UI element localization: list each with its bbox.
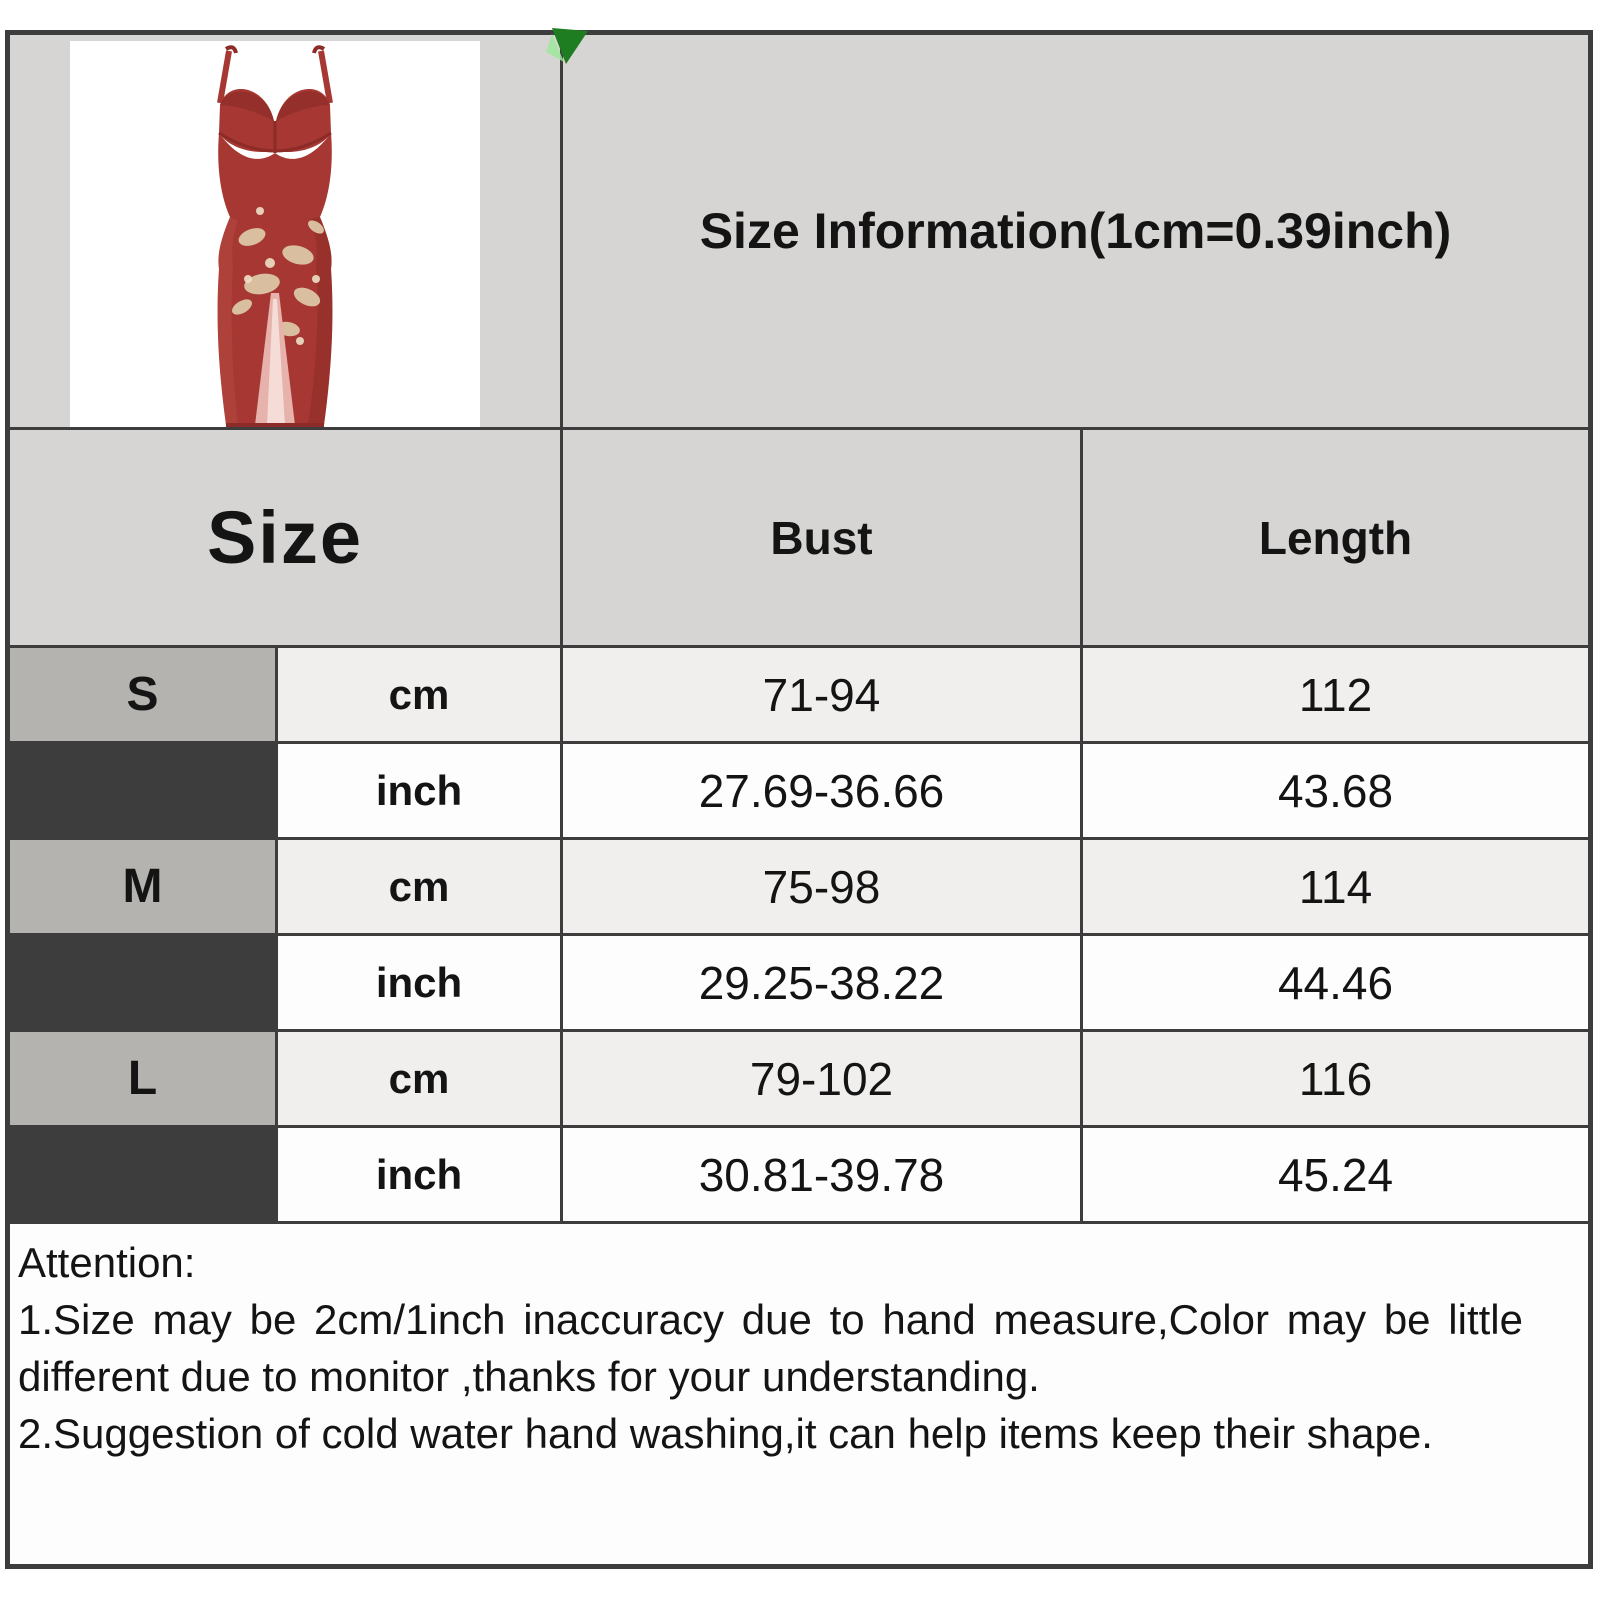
length-header-label: Length <box>1258 511 1413 564</box>
bust-header-label: Bust <box>770 511 873 564</box>
size-header-label: Size <box>206 496 364 579</box>
value-text: 112 <box>1298 668 1373 721</box>
unit-label: cm <box>388 670 450 718</box>
value-cell-l-cm-bust: 79-102 <box>563 1032 1080 1125</box>
value-cell-m-cm-length: 114 <box>1083 840 1588 933</box>
length-header-cell: Length <box>1083 430 1588 645</box>
size-label-cell-l: L <box>10 1032 275 1125</box>
unit-cell-l-cm: cm <box>278 1032 560 1125</box>
value-text: 30.81-39.78 <box>698 1148 945 1201</box>
value-text: 45.24 <box>1277 1148 1394 1201</box>
bust-header-cell: Bust <box>563 430 1080 645</box>
value-text: 27.69-36.66 <box>698 764 945 817</box>
value-cell-m-inch-length: 44.46 <box>1083 936 1588 1029</box>
green-corner-icon <box>546 28 588 64</box>
size-header-cell: Size <box>10 430 560 645</box>
value-cell-s-inch-length: 43.68 <box>1083 744 1588 837</box>
value-text: 75-98 <box>762 860 881 913</box>
unit-cell-s-inch: inch <box>278 744 560 837</box>
value-cell-m-cm-bust: 75-98 <box>563 840 1080 933</box>
unit-label: cm <box>388 862 450 910</box>
unit-label: inch <box>375 766 463 814</box>
size-table: Size Information(1cm=0.39inch) Size Bust… <box>5 30 1593 1569</box>
value-cell-l-cm-length: 116 <box>1083 1032 1588 1125</box>
value-cell-l-inch-length: 45.24 <box>1083 1128 1588 1221</box>
unit-cell-m-inch: inch <box>278 936 560 1029</box>
value-text: 116 <box>1298 1052 1373 1105</box>
unit-cell-s-cm: cm <box>278 648 560 741</box>
value-cell-m-inch-bust: 29.25-38.22 <box>563 936 1080 1029</box>
attention-line-2: different due to monitor ,thanks for you… <box>18 1353 1040 1400</box>
value-text: 43.68 <box>1277 764 1394 817</box>
attention-title: Attention: <box>18 1239 196 1286</box>
unit-cell-l-inch: inch <box>278 1128 560 1221</box>
value-text: 114 <box>1298 860 1373 913</box>
size-label-s: S <box>126 668 159 721</box>
title-cell: Size Information(1cm=0.39inch) <box>563 35 1588 427</box>
dress-image <box>217 45 333 427</box>
value-cell-s-cm-bust: 71-94 <box>563 648 1080 741</box>
value-text: 44.46 <box>1277 956 1394 1009</box>
attention-line-3: 2.Suggestion of cold water hand washing,… <box>18 1410 1433 1457</box>
value-cell-s-inch-bust: 27.69-36.66 <box>563 744 1080 837</box>
value-cell-s-cm-length: 112 <box>1083 648 1588 741</box>
value-text: 79-102 <box>749 1052 894 1105</box>
value-text: 29.25-38.22 <box>698 956 945 1009</box>
value-text: 71-94 <box>762 668 881 721</box>
unit-label: cm <box>388 1054 450 1102</box>
size-label-cell-s: S <box>10 648 275 741</box>
page-title: Size Information(1cm=0.39inch) <box>699 203 1452 259</box>
size-label-l: L <box>127 1052 158 1105</box>
attention-line-1: 1.Size may be 2cm/1inch inaccuracy due t… <box>18 1296 1523 1343</box>
unit-cell-m-cm: cm <box>278 840 560 933</box>
attention-note: Attention: 1.Size may be 2cm/1inch inacc… <box>10 1224 1588 1564</box>
unit-label: inch <box>375 958 463 1006</box>
size-label-cell-m: M <box>10 840 275 933</box>
value-cell-l-inch-bust: 30.81-39.78 <box>563 1128 1080 1221</box>
product-photo <box>70 41 480 427</box>
product-image-cell <box>10 35 560 427</box>
size-label-m: M <box>122 860 163 913</box>
unit-label: inch <box>375 1150 463 1198</box>
